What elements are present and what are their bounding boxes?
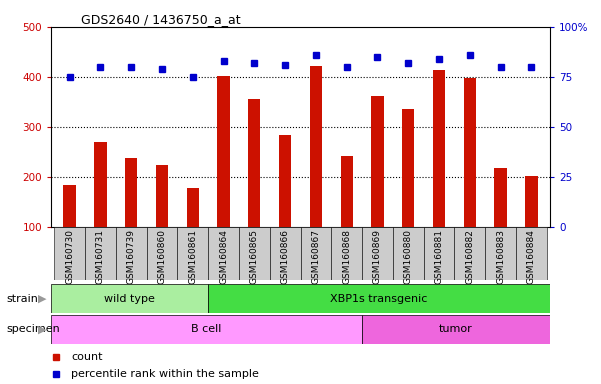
Text: GSM160864: GSM160864 (219, 229, 228, 284)
Bar (485, 227, 516, 280)
Text: GSM160867: GSM160867 (311, 229, 320, 284)
Text: GSM160880: GSM160880 (404, 229, 413, 284)
Bar (248, 99, 260, 227)
Bar (362, 227, 393, 280)
Bar (341, 156, 353, 227)
Text: tumor: tumor (439, 324, 473, 334)
Bar (495, 168, 507, 227)
Text: GSM160882: GSM160882 (465, 229, 474, 284)
Bar (156, 165, 168, 227)
Bar (424, 227, 454, 280)
Text: strain: strain (6, 294, 38, 304)
Text: GSM160861: GSM160861 (188, 229, 197, 284)
Bar (300, 227, 331, 280)
Bar (525, 175, 538, 227)
Bar (208, 284, 550, 313)
Bar (270, 227, 300, 280)
Bar (54, 227, 85, 280)
Bar (464, 78, 476, 227)
Text: GSM160730: GSM160730 (65, 229, 74, 284)
Text: GSM160731: GSM160731 (96, 229, 105, 284)
Bar (310, 66, 322, 227)
Text: GSM160866: GSM160866 (281, 229, 290, 284)
Bar (454, 227, 485, 280)
Text: percentile rank within the sample: percentile rank within the sample (71, 369, 259, 379)
Text: GDS2640 / 1436750_a_at: GDS2640 / 1436750_a_at (81, 13, 240, 26)
Bar (239, 227, 270, 280)
Bar (393, 227, 424, 280)
Text: GSM160881: GSM160881 (435, 229, 444, 284)
Text: GSM160860: GSM160860 (157, 229, 166, 284)
Text: GSM160868: GSM160868 (342, 229, 351, 284)
Bar (331, 227, 362, 280)
Bar (51, 284, 208, 313)
Text: wild type: wild type (104, 293, 155, 304)
Text: GSM160869: GSM160869 (373, 229, 382, 284)
Bar (85, 227, 116, 280)
Text: ▶: ▶ (38, 324, 46, 334)
Bar (433, 70, 445, 227)
Bar (362, 315, 550, 344)
Text: GSM160883: GSM160883 (496, 229, 505, 284)
Text: B cell: B cell (191, 324, 222, 334)
Bar (51, 315, 362, 344)
Text: XBP1s transgenic: XBP1s transgenic (331, 293, 428, 304)
Bar (186, 188, 199, 227)
Text: count: count (71, 352, 103, 362)
Bar (516, 227, 547, 280)
Text: GSM160865: GSM160865 (250, 229, 259, 284)
Bar (208, 227, 239, 280)
Text: GSM160884: GSM160884 (527, 229, 536, 284)
Bar (218, 76, 230, 227)
Text: specimen: specimen (6, 324, 59, 334)
Bar (116, 227, 147, 280)
Text: ▶: ▶ (38, 294, 46, 304)
Bar (147, 227, 177, 280)
Bar (125, 158, 137, 227)
Bar (177, 227, 208, 280)
Bar (94, 142, 106, 227)
Bar (279, 135, 291, 227)
Text: GSM160739: GSM160739 (127, 229, 136, 284)
Bar (402, 109, 415, 227)
Bar (63, 185, 76, 227)
Bar (371, 96, 383, 227)
